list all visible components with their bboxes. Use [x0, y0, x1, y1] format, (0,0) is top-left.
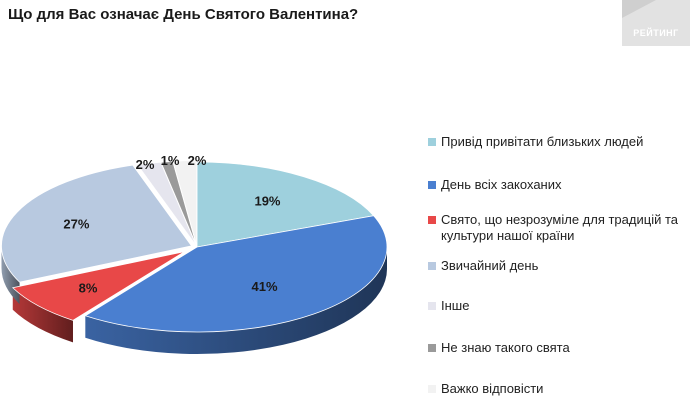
chart-legend: Привід привітати близьких людей День всіх… [428, 0, 690, 404]
chart-title: Що для Вас означає День Святого Валентин… [8, 6, 359, 23]
legend-label: Свято, що незрозуміле для традицій та ку… [441, 212, 678, 243]
legend-swatch [428, 385, 436, 393]
legend-label: Інше [441, 298, 470, 313]
legend-label: Привід привітати близьких людей [441, 134, 644, 149]
pie-slice [84, 215, 388, 333]
pie-slice-side [85, 247, 387, 354]
legend-swatch [428, 262, 436, 270]
pie-slice [196, 161, 375, 248]
pie-data-label: 2% [136, 157, 155, 172]
rating-logo: РЕЙТИНГ [622, 0, 690, 46]
logo-text: РЕЙТИНГ [633, 28, 679, 38]
pie-slice [1, 164, 193, 283]
pie-slice [172, 160, 198, 246]
pie-top-faces [1, 160, 388, 333]
legend-label: Звичайний день [441, 258, 539, 273]
pie-data-label: 19% [254, 194, 280, 209]
pie-data-label: 8% [79, 280, 98, 295]
legend-label: Важко відповісти [441, 381, 544, 396]
legend-swatch [428, 138, 436, 146]
legend-swatch [428, 302, 436, 310]
pie-data-label: 1% [161, 153, 180, 168]
legend-swatch [428, 216, 436, 224]
pie-slice-side [12, 287, 73, 343]
pie-chart: 19% 41% 8% 27% 2% 1% 2% [1, 153, 388, 354]
legend-swatch [428, 181, 436, 189]
pie-data-label: 41% [252, 279, 278, 294]
legend-label: День всіх закоханих [441, 177, 562, 192]
legend-swatch [428, 344, 436, 352]
pie-data-labels: 19% 41% 8% 27% 2% 1% 2% [63, 153, 281, 295]
pie-slice [11, 251, 185, 321]
pie-data-label: 2% [188, 153, 207, 168]
pie-data-label: 27% [63, 217, 89, 232]
logo-fold-shape [622, 0, 656, 18]
legend-label: Не знаю такого свята [441, 340, 570, 355]
